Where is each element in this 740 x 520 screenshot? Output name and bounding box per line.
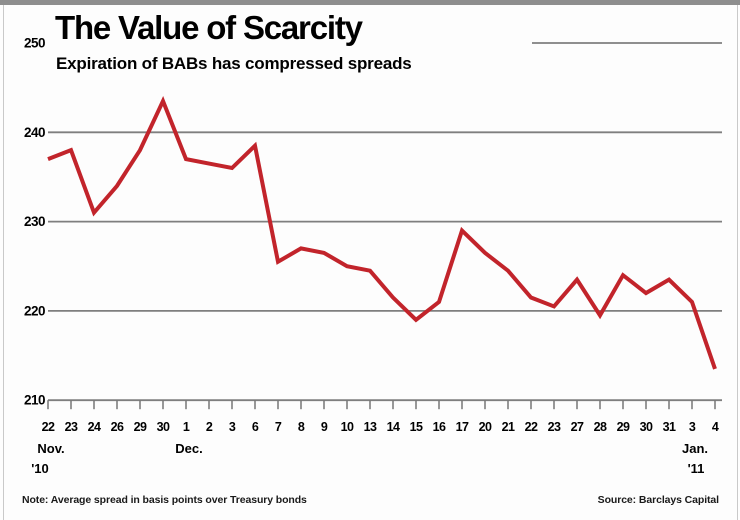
y-axis-label: 250 [24,36,45,51]
x-tick-label: 23 [65,420,78,434]
x-tick-label: 29 [617,420,630,434]
x-tick-label: 30 [157,420,170,434]
x-month-label: Dec. [175,441,202,456]
series-line [47,96,717,370]
x-month-label: Nov. [37,441,64,456]
x-tick-label: 8 [298,420,305,434]
x-tick-label: 1 [183,420,190,434]
x-tick-label: 30 [640,420,653,434]
x-tick-label: 16 [433,420,446,434]
x-tick-label: 22 [525,420,538,434]
x-tick-label: 3 [229,420,236,434]
y-axis-label: 230 [24,214,45,229]
x-tick-label: 21 [502,420,515,434]
x-tick-label: 14 [387,420,400,434]
x-tick-label: 4 [712,420,719,434]
x-tick-label: 20 [479,420,492,434]
right-border [737,5,738,520]
x-tick-label: 22 [42,420,55,434]
y-axis-label: 210 [24,393,45,408]
x-tick-label: 9 [321,420,328,434]
x-tick-label: 6 [252,420,259,434]
top-bar [0,0,740,5]
x-tick-label: 29 [134,420,147,434]
x-tick-label: 26 [111,420,124,434]
x-tick-label: 17 [456,420,469,434]
x-tick-label: 15 [410,420,423,434]
x-tick-label: 7 [275,420,282,434]
chart-subtitle: Expiration of BABs has compressed spread… [56,53,412,73]
chart-title: The Value of Scarcity [55,9,363,46]
left-border [3,5,4,520]
x-year-label: '11 [688,461,705,476]
note-text: Note: Average spread in basis points ove… [22,494,307,506]
x-tick-label: 31 [663,420,676,434]
x-tick-label: 23 [548,420,561,434]
title-block: The Value of Scarcity Expiration of BABs… [55,9,412,74]
x-tick-label: 13 [364,420,377,434]
x-tick-label: 2 [206,420,213,434]
y-axis-label: 220 [24,303,45,318]
x-tick-label: 28 [594,420,607,434]
x-tick-label: 27 [571,420,584,434]
x-month-label: Jan. [682,441,708,456]
y-axis-label: 240 [24,125,45,140]
x-tick-label: 3 [689,420,696,434]
x-tick-label: 24 [88,420,101,434]
x-year-label: '10 [31,461,49,476]
source-text: Source: Barclays Capital [597,494,719,506]
x-tick-label: 10 [341,420,354,434]
